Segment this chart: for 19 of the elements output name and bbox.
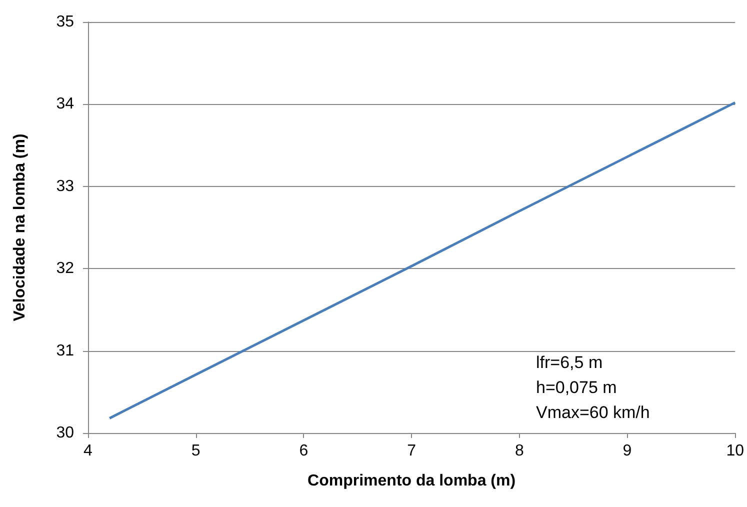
y-tick-label: 35 xyxy=(56,14,74,30)
y-tick-label: 32 xyxy=(56,260,74,278)
x-axis-title: Comprimento da lomba (m) xyxy=(308,472,516,490)
x-tick-label: 4 xyxy=(84,442,93,460)
y-tick-label: 34 xyxy=(56,96,74,113)
annotation: lfr=6,5 m xyxy=(536,353,603,372)
x-tick-label: 5 xyxy=(191,442,200,460)
y-tick-label: 30 xyxy=(56,424,74,442)
x-tick-label: 6 xyxy=(299,442,308,460)
line-series xyxy=(108,101,736,420)
x-tick-label: 8 xyxy=(514,442,524,460)
x-tick-label: 7 xyxy=(407,442,416,460)
y-tick-label: 33 xyxy=(56,178,74,195)
y-axis-title: Velocidade na lomba (m) xyxy=(12,134,28,322)
y-tick-label: 31 xyxy=(56,342,74,360)
annotation: h=0,075 m xyxy=(536,378,617,397)
x-tick-label: 9 xyxy=(622,442,632,460)
annotation: Vmax=60 km/h xyxy=(536,403,650,422)
x-tick-label: 10 xyxy=(726,442,744,460)
